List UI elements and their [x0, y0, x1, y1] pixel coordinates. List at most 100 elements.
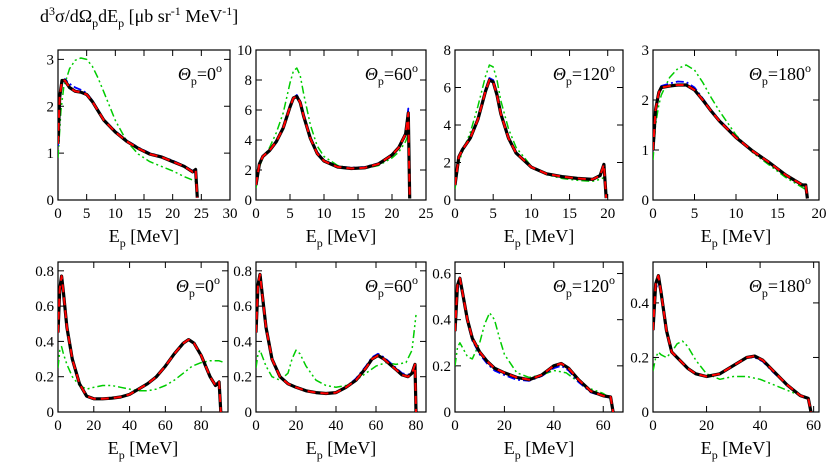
y-tick-label: 2 — [444, 156, 452, 172]
series-blue_dashdot — [256, 94, 411, 199]
plot-frame — [255, 49, 427, 201]
curves — [256, 272, 418, 412]
panel-top-2: 0 5 10 15 20 25 0 2 4 6 8 10 Θp=60o Ep [MeV] — [237, 43, 434, 250]
curves — [455, 64, 608, 199]
x-tick-label: 60 — [369, 418, 384, 434]
angle-label: Θp=180o — [749, 273, 811, 300]
x-tick-label: 10 — [729, 206, 744, 222]
x-tick-label: 40 — [122, 418, 137, 434]
series-black_solid — [455, 276, 615, 412]
series-red_dashed — [256, 95, 411, 199]
series-green_dashdotdot — [455, 64, 605, 189]
y-tick-label: 0.2 — [630, 350, 649, 366]
x-tick-label: 0 — [54, 206, 62, 222]
y-tick-label: 1 — [642, 143, 650, 159]
curves — [58, 274, 225, 412]
x-tick-label: 15 — [351, 206, 366, 222]
x-tick-label: 20 — [165, 206, 180, 222]
x-tick-label: 40 — [546, 418, 561, 434]
y-tick-label: 0.4 — [35, 334, 54, 350]
curves — [256, 67, 412, 199]
y-tick-label: 0.8 — [233, 264, 252, 280]
y-tick-label: 0 — [642, 405, 650, 421]
y-tick-label: 0 — [245, 405, 253, 421]
x-tick-label: 15 — [562, 206, 577, 222]
x-tick-label: 20 — [289, 418, 304, 434]
x-tick-label: 0 — [252, 418, 260, 434]
x-tick-label: 25 — [419, 206, 434, 222]
series-blue_dashdot — [653, 280, 812, 412]
angle-label: Θp=60o — [365, 61, 418, 88]
x-tick-label: 10 — [524, 206, 539, 222]
panel-top-1: 0 5 10 15 20 25 30 0 1 2 3 Θp=0o Ep [MeV] — [47, 49, 238, 250]
angle-label: Θp=120o — [553, 61, 615, 88]
panel-bottom-3: 0 20 40 60 0 0.2 0.4 0.6 Θp=120o Ep [MeV] — [432, 261, 624, 462]
y-tick-label: 0.4 — [630, 296, 649, 312]
y-tick-label: 0 — [47, 405, 55, 421]
x-axis-label: Ep [MeV] — [109, 226, 179, 250]
y-tick-label: 8 — [444, 43, 452, 59]
panel-top-3: 0 5 10 15 20 0 2 4 6 8 Θp=120o Ep [MeV] — [444, 43, 624, 250]
x-tick-label: 5 — [691, 206, 699, 222]
series-red_dashed — [653, 274, 812, 412]
series-black_solid — [455, 78, 608, 199]
y-tick-label: 0.4 — [233, 334, 252, 350]
x-tick-label: 60 — [806, 418, 821, 434]
x-tick-label: 0 — [252, 206, 260, 222]
series-black_solid — [58, 78, 199, 198]
y-tick-label: 4 — [245, 133, 253, 149]
x-tick-label: 30 — [223, 206, 238, 222]
x-tick-label: 10 — [108, 206, 123, 222]
series-red_dashed — [256, 273, 417, 412]
series-green_dashdotdot — [58, 57, 196, 182]
x-axis-label: Ep [MeV] — [701, 438, 771, 462]
series-blue_dashdot — [653, 80, 809, 199]
curves — [455, 276, 615, 412]
x-tick-label: 40 — [329, 418, 344, 434]
y-tick-label: 0.6 — [432, 267, 451, 283]
series-black_solid — [256, 94, 412, 199]
series-green_dashdotdot — [653, 64, 807, 191]
y-tick-label: 6 — [444, 81, 452, 97]
x-axis-label: Ep [MeV] — [701, 226, 771, 250]
x-tick-label: 20 — [385, 206, 400, 222]
series-red_dashed — [653, 84, 809, 199]
y-tick-label: 6 — [245, 103, 253, 119]
y-tick-label: 2 — [642, 93, 650, 109]
x-tick-label: 20 — [497, 418, 512, 434]
angle-label: Θp=60o — [365, 273, 418, 300]
x-tick-label: 25 — [194, 206, 209, 222]
x-tick-label: 15 — [137, 206, 152, 222]
x-axis-label: Ep [MeV] — [108, 438, 178, 462]
x-axis-label: Ep [MeV] — [504, 438, 574, 462]
y-tick-label: 8 — [245, 73, 253, 89]
plot-frame — [57, 261, 229, 413]
series-black_solid — [653, 83, 809, 199]
y-tick-label: 10 — [237, 43, 252, 59]
y-tick-label: 0.4 — [432, 313, 451, 329]
x-tick-label: 80 — [194, 418, 209, 434]
y-tick-label: 0 — [642, 193, 650, 209]
series-red_dashed — [455, 79, 608, 199]
angle-label: Θp=180o — [749, 61, 811, 88]
y-tick-label: 0 — [444, 405, 452, 421]
x-tick-label: 5 — [83, 206, 91, 222]
angle-label: Θp=0o — [178, 61, 222, 88]
x-axis-label: Ep [MeV] — [306, 438, 376, 462]
y-tick-label: 2 — [245, 163, 253, 179]
series-red_dashed — [455, 277, 615, 412]
x-tick-label: 0 — [649, 206, 657, 222]
plot-frame — [652, 261, 820, 413]
x-tick-label: 80 — [409, 418, 424, 434]
y-tick-label: 0.8 — [35, 264, 54, 280]
x-tick-label: 5 — [286, 206, 294, 222]
series-green_dashdotdot — [455, 312, 612, 399]
plot-frame — [255, 261, 427, 413]
series-green_dashdotdot — [256, 67, 410, 189]
y-axis-label: d3σ/dΩpdEp [μb sr-1 MeV-1] — [40, 4, 238, 30]
x-tick-label: 0 — [451, 206, 459, 222]
x-tick-label: 20 — [600, 206, 615, 222]
panel-bottom-2: 0 20 40 60 80 0 0.2 0.4 0.6 0.8 Θp=60o Ep [MeV] — [233, 261, 427, 462]
angle-label: Θp=120o — [553, 273, 615, 300]
